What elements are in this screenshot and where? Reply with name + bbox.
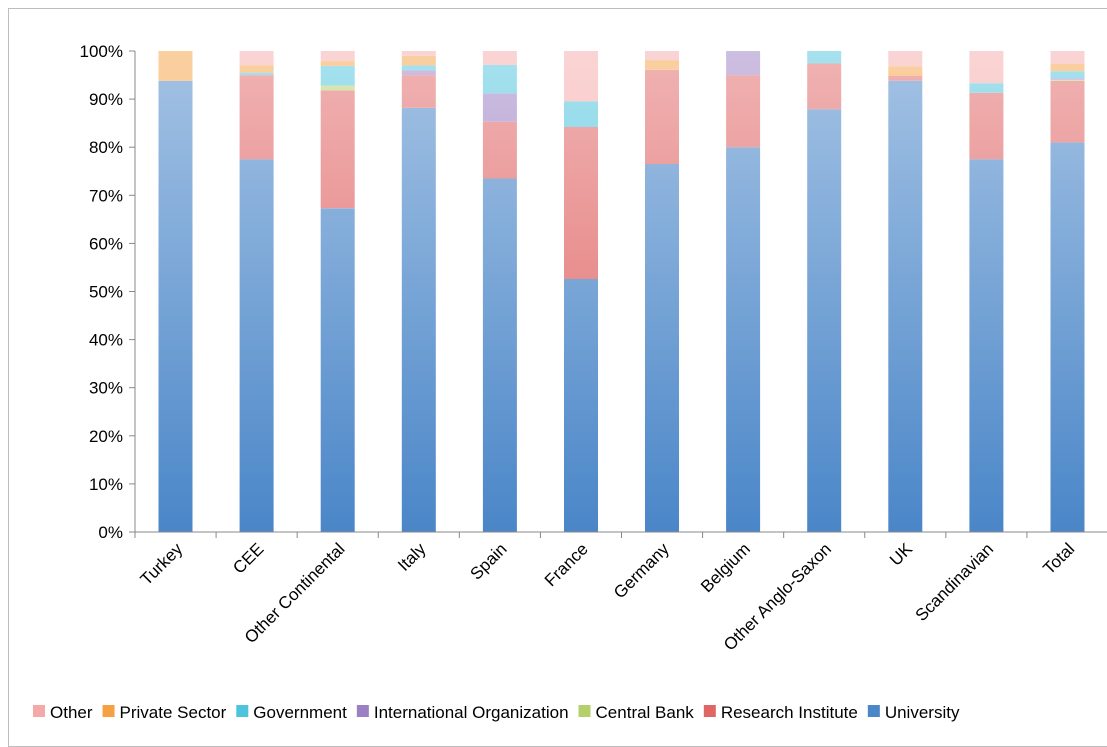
bar-segment-belgium-international-organization xyxy=(726,51,761,76)
x-category-label-italy: Italy xyxy=(394,539,430,575)
stacked-bar-chart: 0% 10% 20% 30% 40% 50% 60% 70% 80% 90% 100% Turkey… xyxy=(33,42,1107,722)
legend-swatch-international-organization xyxy=(356,705,369,717)
bar-segment-total-international-organization xyxy=(1050,78,1085,80)
bar-segment-scandinavian-research-institute xyxy=(969,92,1004,160)
legend-label-university: University xyxy=(885,703,960,722)
bar-segment-turkey-university xyxy=(158,80,193,533)
bar-segment-italy-government xyxy=(401,65,436,71)
bar-segment-other-anglo-saxon-research-institute xyxy=(807,63,842,110)
bar-segment-spain-government xyxy=(482,64,517,94)
y-tick-label: 10% xyxy=(89,475,123,494)
bar-segment-spain-university xyxy=(482,178,517,532)
bar-segment-italy-university xyxy=(401,107,436,533)
bar-segment-germany-other xyxy=(645,51,679,61)
legend-swatch-private-sector xyxy=(102,705,115,717)
y-tick-label: 90% xyxy=(89,90,123,109)
bar-segment-total-central-bank xyxy=(1050,79,1085,81)
bar-segment-total-university xyxy=(1050,142,1085,532)
bar-segment-total-government xyxy=(1050,71,1085,79)
bar-segment-spain-research-institute xyxy=(482,121,517,179)
legend: Other Private Sector Government Internation… xyxy=(33,703,960,722)
bars-layer xyxy=(158,51,1085,533)
bar-segment-other-continental-private-sector xyxy=(320,61,355,66)
y-tick-label: 80% xyxy=(89,138,123,157)
bar-segment-other-anglo-saxon-university xyxy=(807,109,842,532)
bar-segment-cee-university xyxy=(239,159,274,532)
bar-segment-italy-other xyxy=(401,51,436,56)
bar-segment-other-continental-other xyxy=(320,51,355,62)
legend-swatch-government xyxy=(236,705,249,717)
y-tick-label: 40% xyxy=(89,331,123,350)
bar-segment-uk-private-sector xyxy=(888,66,923,76)
bar-segment-cee-government xyxy=(239,72,274,75)
legend-swatch-other xyxy=(33,705,45,717)
bar-segment-other-continental-government xyxy=(320,65,355,86)
bar-segment-germany-university xyxy=(645,164,679,532)
bar-segment-spain-international-organization xyxy=(482,93,517,122)
bar-segment-cee-other xyxy=(239,51,274,66)
y-tick-label: 70% xyxy=(89,186,123,205)
legend-label-government: Government xyxy=(253,703,347,722)
y-tick-label: 30% xyxy=(89,379,123,398)
legend-label-international-organization: International Organization xyxy=(374,703,569,722)
legend-swatch-research-institute xyxy=(703,705,716,717)
bar-segment-turkey-private-sector xyxy=(158,51,193,81)
bar-segment-france-government xyxy=(564,101,598,127)
bar-segment-scandinavian-government xyxy=(969,83,1004,93)
y-tick-label: 60% xyxy=(89,234,123,253)
x-category-label-belgium: Belgium xyxy=(697,539,754,596)
bar-segment-other-continental-central-bank xyxy=(320,85,355,91)
bar-segment-germany-private-sector xyxy=(645,60,679,70)
x-category-label-uk: UK xyxy=(886,539,917,570)
bar-segment-italy-international-organization xyxy=(401,70,436,75)
bar-segment-belgium-university xyxy=(726,147,761,532)
bar-segment-italy-research-institute xyxy=(401,75,436,108)
x-category-label-scandinavian: Scandinavian xyxy=(912,539,998,625)
x-category-label-spain: Spain xyxy=(467,539,511,583)
bar-segment-scandinavian-other xyxy=(969,51,1004,84)
bar-segment-cee-research-institute xyxy=(239,75,274,160)
x-category-label-france: France xyxy=(541,539,592,590)
bar-segment-italy-private-sector xyxy=(401,55,436,66)
x-category-label-cee: CEE xyxy=(229,539,267,577)
legend-swatch-central-bank xyxy=(578,705,591,717)
bar-segment-france-other xyxy=(564,51,598,102)
y-tick-labels: 0% 10% 20% 30% 40% 50% 60% 70% 80% 90% 100% xyxy=(80,42,123,542)
bar-segment-total-other xyxy=(1050,51,1085,64)
bar-segment-uk-research-institute xyxy=(888,76,923,81)
legend-label-central-bank: Central Bank xyxy=(596,703,695,722)
bar-segment-belgium-research-institute xyxy=(726,75,761,148)
legend-label-other: Other xyxy=(50,703,93,722)
y-tick-label: 100% xyxy=(80,42,123,61)
bar-segment-germany-research-institute xyxy=(645,69,679,165)
chart-frame: 0% 10% 20% 30% 40% 50% 60% 70% 80% 90% 100% Turkey… xyxy=(8,8,1107,747)
legend-label-research-institute: Research Institute xyxy=(721,703,858,722)
x-category-label-total: Total xyxy=(1039,539,1078,578)
bar-segment-total-research-institute xyxy=(1050,80,1085,143)
bar-segment-other-continental-research-institute xyxy=(320,90,355,209)
bar-segment-cee-private-sector xyxy=(239,65,274,73)
bar-segment-other-anglo-saxon-government xyxy=(807,51,842,64)
y-tick-label: 50% xyxy=(89,283,123,302)
legend-swatch-university xyxy=(867,705,880,717)
bar-segment-uk-other xyxy=(888,51,923,67)
x-category-label-turkey: Turkey xyxy=(137,539,187,589)
legend-label-private-sector: Private Sector xyxy=(120,703,227,722)
bar-segment-france-university xyxy=(564,279,598,532)
bar-segment-uk-university xyxy=(888,80,923,533)
bar-segment-france-research-institute xyxy=(564,127,598,279)
x-category-label-germany: Germany xyxy=(610,539,673,602)
y-tick-label: 20% xyxy=(89,427,123,446)
y-tick-label: 0% xyxy=(98,523,123,542)
axes-layer xyxy=(129,50,1107,538)
bar-segment-other-continental-university xyxy=(320,208,355,533)
bar-segment-total-private-sector xyxy=(1050,64,1085,72)
bar-segment-scandinavian-university xyxy=(969,159,1004,532)
bar-segment-spain-other xyxy=(482,51,517,65)
